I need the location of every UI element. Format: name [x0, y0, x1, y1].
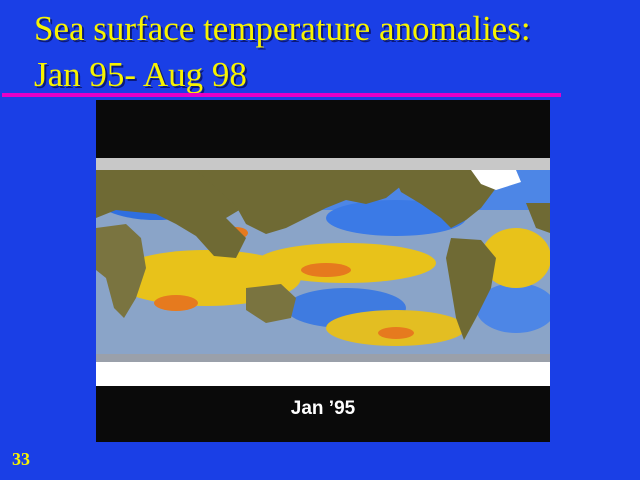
warm-patch-pacific	[256, 243, 436, 283]
map-date-caption: Jan ’95	[290, 398, 356, 419]
land-africa	[96, 224, 146, 318]
slide-title: Sea surface temperature anomalies: Jan 9…	[34, 6, 624, 98]
hot-patch-3	[378, 327, 414, 339]
slide-number: 33	[12, 449, 30, 469]
antarctica-ice	[96, 362, 550, 386]
sst-anomaly-world-map	[96, 158, 550, 386]
cool-patch-4	[476, 283, 550, 333]
greenland-ice	[471, 170, 521, 190]
arctic-edge	[96, 158, 550, 170]
land-eurasia-west	[96, 170, 246, 258]
land-asia	[196, 170, 401, 234]
title-divider	[2, 93, 561, 97]
warm-patch-atlantic	[481, 228, 550, 288]
hot-patch-1	[154, 295, 198, 311]
land-europe-east-edge	[526, 203, 550, 233]
title-line-2: Jan 95- Aug 98	[34, 55, 247, 94]
land-north-america	[391, 170, 496, 228]
land-south-america	[446, 238, 496, 340]
land-australia	[246, 284, 296, 323]
hot-patch-2	[301, 263, 351, 277]
title-line-1: Sea surface temperature anomalies:	[34, 9, 531, 48]
sst-anomaly-map-frame: Jan ’95	[96, 100, 550, 442]
